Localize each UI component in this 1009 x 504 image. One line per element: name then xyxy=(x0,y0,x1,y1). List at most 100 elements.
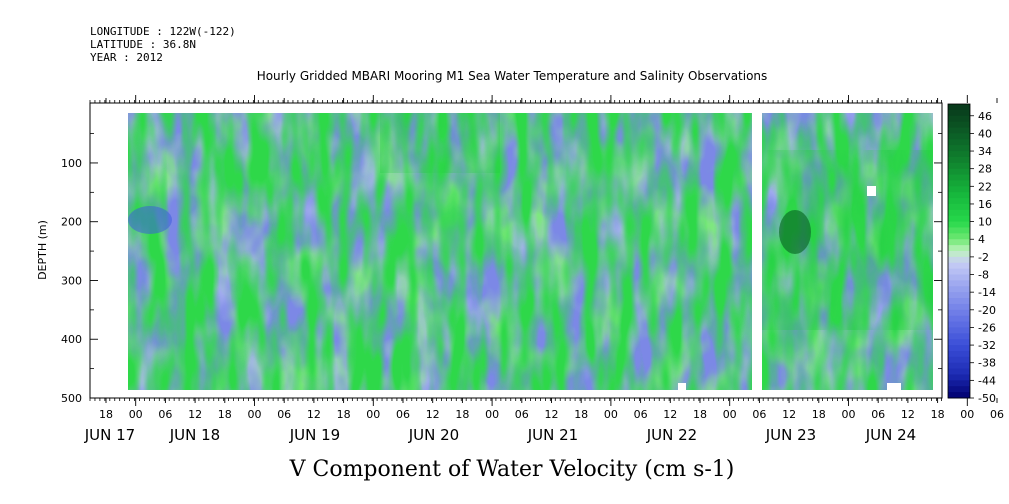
colorbar-swatch xyxy=(948,292,970,299)
colorbar-swatch xyxy=(948,245,970,252)
x-day-label: JUN 19 xyxy=(289,426,340,444)
x-day-label: JUN 22 xyxy=(646,426,697,444)
x-hour-tick-label: 06 xyxy=(396,408,410,421)
variable-footer: V Component of Water Velocity (cm s-1) xyxy=(289,457,735,482)
colorbar-swatch xyxy=(948,233,970,240)
colorbar-label: 28 xyxy=(978,163,992,176)
x-hour-tick-label: 18 xyxy=(455,408,469,421)
heatmap-field xyxy=(128,113,933,390)
colorbar-swatch xyxy=(948,321,970,328)
colorbar-label: -8 xyxy=(978,269,989,282)
colorbar-swatch xyxy=(948,333,970,340)
colorbar-swatch xyxy=(948,268,970,276)
colorbar-swatch xyxy=(948,221,970,228)
x-day-label: JUN 20 xyxy=(408,426,459,444)
longitude-label: LONGITUDE : 122W(-122) xyxy=(90,25,236,38)
colorbar-swatch xyxy=(948,209,970,217)
y-tick-label: 200 xyxy=(61,216,82,229)
colorbar-swatch xyxy=(948,345,970,352)
colorbar-swatch xyxy=(948,356,970,364)
colorbar-swatch xyxy=(948,192,970,199)
x-hour-tick-label: 00 xyxy=(366,408,380,421)
x-day-label: JUN 23 xyxy=(765,426,816,444)
colorbar-label: -32 xyxy=(978,339,996,352)
colorbar-swatch xyxy=(948,151,970,158)
colorbar-swatch xyxy=(948,303,970,311)
colorbar-label: 46 xyxy=(978,110,992,123)
x-hour-tick-label: 00 xyxy=(129,408,143,421)
colorbar-swatch xyxy=(948,374,970,381)
x-hour-tick-label: 18 xyxy=(218,408,232,421)
colorbar-label: -50 xyxy=(978,392,996,405)
colorbar-swatch xyxy=(948,286,970,293)
x-hour-tick-label: 12 xyxy=(663,408,677,421)
colorbar-swatch xyxy=(948,298,970,305)
colorbar-swatch xyxy=(948,156,970,164)
colorbar-swatch xyxy=(948,280,970,287)
year-label: YEAR : 2012 xyxy=(90,51,163,64)
x-hour-tick-label: 00 xyxy=(604,408,618,421)
y-tick-label: 300 xyxy=(61,274,82,287)
colorbar-swatch xyxy=(948,162,970,170)
colorbar-swatch xyxy=(948,256,970,264)
colorbar: 46 40 34 28 22 16 10 4 -2 -8 -14 -20 -26 -32 -38 -44 -50 xyxy=(947,103,996,405)
colorbar-swatch xyxy=(948,274,970,281)
x-hour-tick-label: 00 xyxy=(485,408,499,421)
colorbar-label: 4 xyxy=(978,233,985,246)
colorbar-swatch xyxy=(948,127,970,134)
x-hour-tick-label: 12 xyxy=(545,408,559,421)
colorbar-label: -38 xyxy=(978,357,996,370)
y-tick-labels: 100 200 300 400 500 xyxy=(61,157,82,405)
colorbar-frame xyxy=(947,103,971,399)
colorbar-swatch xyxy=(948,109,970,117)
x-day-label: JUN 24 xyxy=(865,426,916,444)
colorbar-label: -2 xyxy=(978,251,989,264)
colorbar-swatch xyxy=(948,139,970,146)
x-day-label: JUN 17 xyxy=(84,426,135,444)
colorbar-swatch xyxy=(948,362,970,370)
x-hour-tick-label: 18 xyxy=(812,408,826,421)
x-hour-tick-label: 06 xyxy=(871,408,885,421)
plot-frame xyxy=(89,102,943,399)
x-hour-tick-label: 18 xyxy=(337,408,351,421)
colorbar-swatch xyxy=(948,227,970,234)
x-day-label: JUN 21 xyxy=(527,426,578,444)
colorbar-swatch xyxy=(948,104,970,111)
colorbar-swatch xyxy=(948,168,970,176)
colorbar-swatch xyxy=(948,368,970,375)
x-hour-tick-label: 18 xyxy=(693,408,707,421)
colorbar-swatch xyxy=(948,339,970,346)
x-hour-tick-label: 12 xyxy=(426,408,440,421)
colorbar-label: -26 xyxy=(978,321,996,334)
colorbar-swatch xyxy=(948,174,970,181)
colorbar-swatch xyxy=(948,327,970,334)
colorbar-label: 10 xyxy=(978,216,992,229)
x-hour-tick-label: 06 xyxy=(158,408,172,421)
colorbar-swatch xyxy=(948,145,970,152)
x-hour-tick-label: 12 xyxy=(188,408,202,421)
x-hour-tick-label: 18 xyxy=(99,408,113,421)
x-hour-tick-label: 00 xyxy=(248,408,262,421)
colorbar-swatch xyxy=(948,350,970,358)
x-hour-tick-label: 12 xyxy=(782,408,796,421)
latitude-label: LATITUDE : 36.8N xyxy=(90,38,196,51)
x-hour-tick-label: 00 xyxy=(723,408,737,421)
colorbar-swatch xyxy=(948,133,970,140)
x-day-label: JUN 18 xyxy=(169,426,220,444)
colorbar-swatch xyxy=(948,186,970,193)
colorbar-swatch xyxy=(948,115,970,123)
colorbar-swatch xyxy=(948,315,970,323)
x-hour-tick-label: 18 xyxy=(574,408,588,421)
colorbar-swatch xyxy=(948,392,970,399)
colorbar-label: 40 xyxy=(978,127,992,140)
y-tick-label: 400 xyxy=(61,333,82,346)
x-hour-tick-label: 18 xyxy=(931,408,945,421)
colorbar-label: -44 xyxy=(978,374,996,387)
colorbar-swatch xyxy=(948,309,970,317)
colorbar-swatch xyxy=(948,203,970,211)
colorbar-swatch xyxy=(948,262,970,270)
colorbar-label: 22 xyxy=(978,180,992,193)
colorbar-label: 34 xyxy=(978,145,992,158)
x-hour-tick-label: 00 xyxy=(960,408,974,421)
